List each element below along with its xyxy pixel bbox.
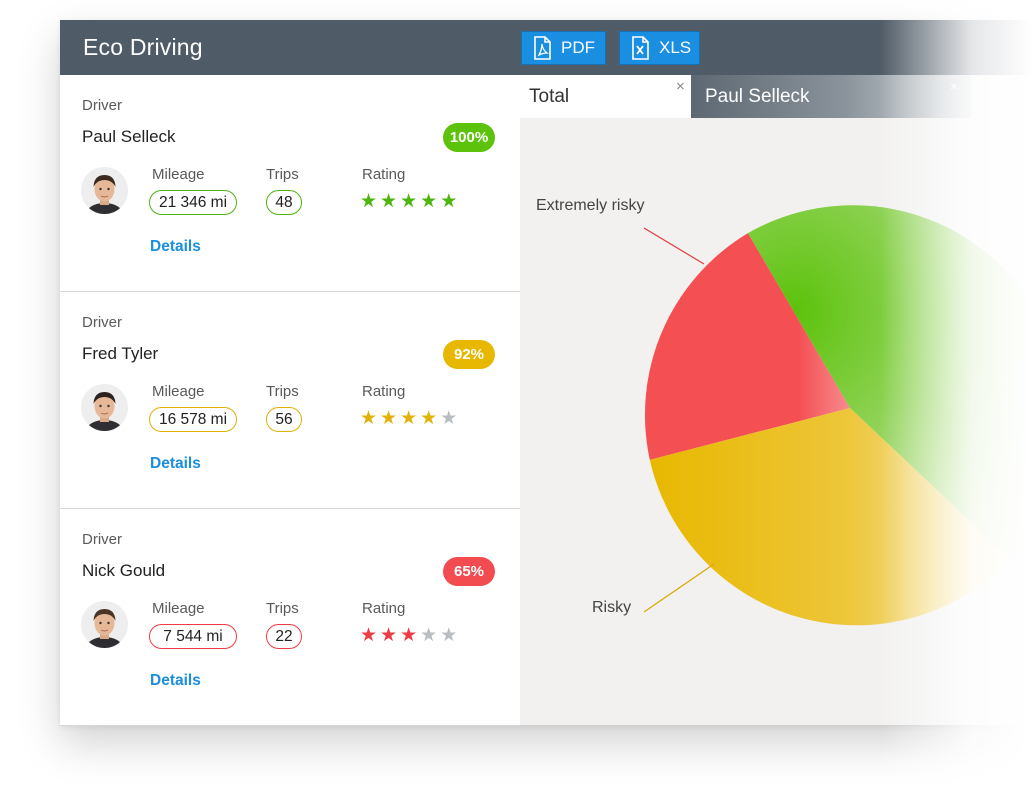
tab-paul-selleck-label: Paul Selleck (705, 86, 810, 107)
details-link[interactable]: Details (150, 455, 201, 472)
chart-panel: Total × Paul Selleck × (520, 75, 1033, 725)
export-xls-button[interactable]: XLS (619, 31, 700, 65)
trips-value: 48 (266, 190, 302, 215)
trips-value: 22 (266, 624, 302, 649)
header-bar: Eco Driving PDF XLS (60, 20, 1033, 75)
mileage-label: Mileage (152, 166, 205, 183)
excel-icon (632, 36, 649, 60)
label-extremely-risky: Extremely risky (536, 197, 645, 214)
tab-total-label: Total (529, 86, 570, 107)
star-empty-icon: ★ (440, 625, 458, 646)
close-icon[interactable]: × (676, 78, 685, 95)
trips-label: Trips (266, 166, 299, 183)
mileage-label: Mileage (152, 600, 205, 617)
tab-total[interactable]: Total × (520, 75, 691, 118)
star-filled-icon: ★ (420, 408, 438, 429)
mileage-value: 16 578 mi (149, 407, 237, 432)
star-filled-icon: ★ (400, 408, 418, 429)
rating-label: Rating (362, 166, 406, 183)
pie-slice-extremely-risky (644, 233, 850, 460)
rating-label: Rating (362, 383, 406, 400)
star-filled-icon: ★ (360, 191, 378, 212)
pdf-icon (534, 36, 551, 60)
rating-label: Rating (362, 600, 406, 617)
star-filled-icon: ★ (360, 625, 378, 646)
driver-list: Driver Paul Selleck 100% Mileage Trips R… (60, 75, 520, 726)
tab-paul-selleck[interactable]: Paul Selleck × (691, 75, 971, 118)
driver-caption: Driver (82, 531, 122, 548)
star-filled-icon: ★ (380, 408, 398, 429)
avatar (81, 167, 128, 214)
trips-label: Trips (266, 383, 299, 400)
star-filled-icon: ★ (420, 191, 438, 212)
rating-stars: ★ ★ ★ ★ ★ (360, 407, 457, 431)
export-pdf-button[interactable]: PDF (521, 31, 606, 65)
trips-value: 56 (266, 407, 302, 432)
score-badge: 92% (443, 340, 495, 369)
mileage-value: 21 346 mi (149, 190, 237, 215)
driver-card: Driver Nick Gould 65% Mileage Trips Rati… (60, 509, 520, 726)
trips-label: Trips (266, 600, 299, 617)
star-filled-icon: ★ (440, 191, 458, 212)
xls-label: XLS (659, 38, 692, 57)
driver-card: Driver Paul Selleck 100% Mileage Trips R… (60, 75, 520, 292)
mileage-label: Mileage (152, 383, 205, 400)
driver-caption: Driver (82, 314, 122, 331)
driver-caption: Driver (82, 97, 122, 114)
driver-name: Fred Tyler (82, 344, 159, 363)
star-empty-icon: ★ (420, 625, 438, 646)
avatar (81, 601, 128, 648)
eco-driving-window: Eco Driving PDF XLS Driver Paul Selleck … (60, 20, 1033, 726)
star-filled-icon: ★ (360, 408, 378, 429)
rating-stars: ★ ★ ★ ★ ★ (360, 190, 457, 214)
score-badge: 100% (443, 123, 495, 152)
star-filled-icon: ★ (400, 625, 418, 646)
pdf-label: PDF (561, 38, 595, 57)
label-risky: Risky (592, 599, 632, 616)
star-empty-icon: ★ (440, 408, 458, 429)
leader-line-risky (643, 563, 715, 613)
details-link[interactable]: Details (150, 672, 201, 689)
star-filled-icon: ★ (400, 191, 418, 212)
close-icon[interactable]: × (950, 78, 959, 94)
score-badge: 65% (443, 557, 495, 586)
page-title: Eco Driving (83, 34, 203, 60)
star-filled-icon: ★ (380, 625, 398, 646)
driver-name: Paul Selleck (82, 127, 176, 146)
details-link[interactable]: Details (150, 238, 201, 255)
rating-stars: ★ ★ ★ ★ ★ (360, 624, 457, 648)
star-filled-icon: ★ (380, 191, 398, 212)
driver-name: Nick Gould (82, 561, 166, 580)
mileage-value: 7 544 mi (149, 624, 237, 649)
leader-line-extremely-risky (643, 227, 705, 265)
driver-card: Driver Fred Tyler 92% Mileage Trips Rati… (60, 292, 520, 509)
avatar (81, 384, 128, 431)
